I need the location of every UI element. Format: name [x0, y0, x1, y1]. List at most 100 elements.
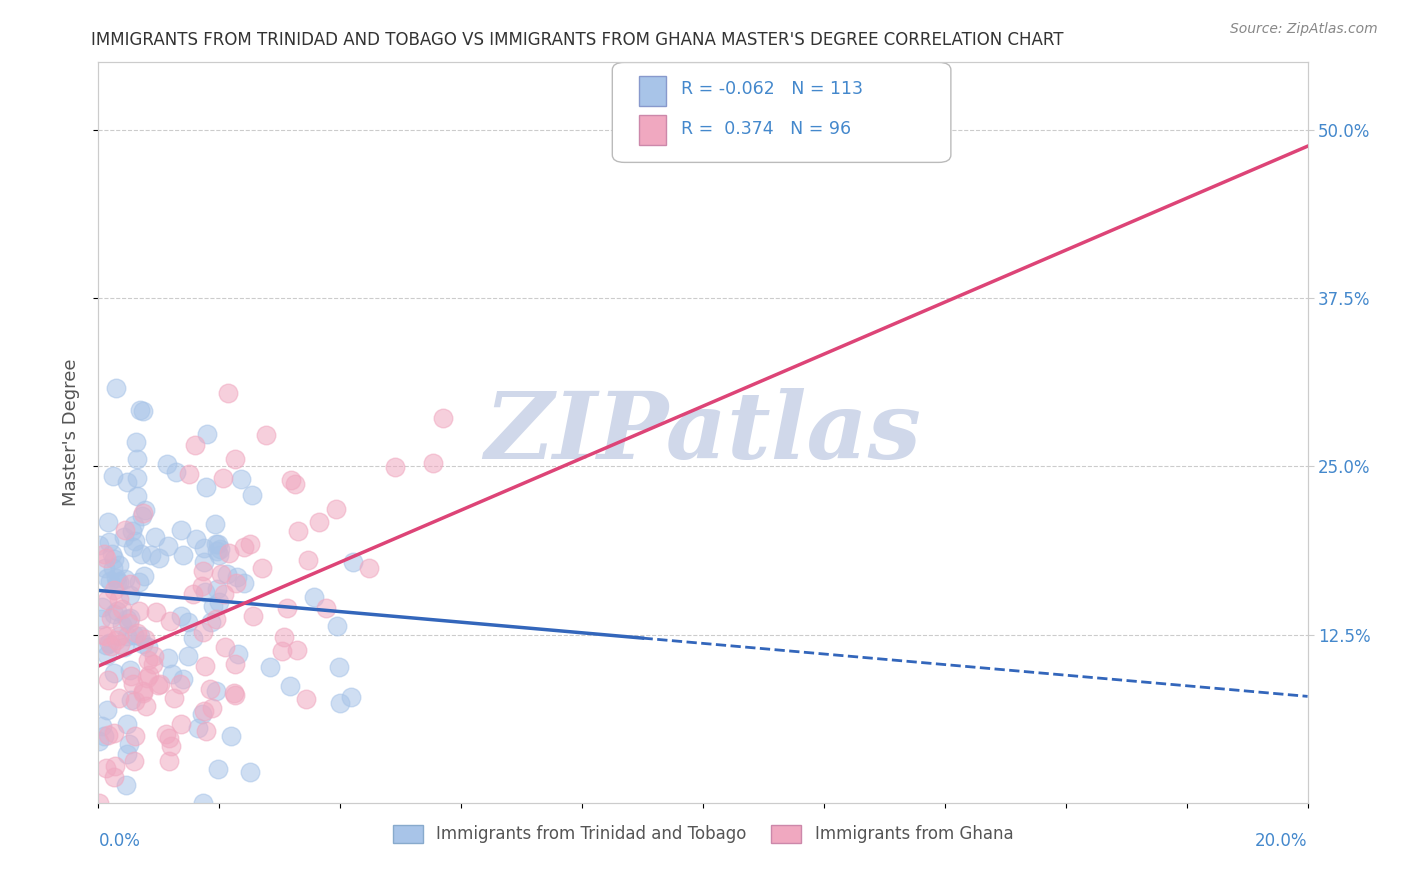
- Point: [239, 765, 262, 780]
- Point: [222, 686, 245, 700]
- Point: [131, 509, 153, 524]
- Point: [96, 551, 118, 566]
- Point: [278, 679, 301, 693]
- Point: [122, 677, 145, 691]
- Point: [186, 532, 208, 546]
- Point: [114, 572, 136, 586]
- Point: [103, 607, 125, 621]
- Point: [110, 637, 132, 651]
- Point: [250, 561, 273, 575]
- Text: R = -0.062   N = 113: R = -0.062 N = 113: [682, 79, 863, 97]
- Point: [114, 778, 136, 792]
- Point: [191, 796, 214, 810]
- Point: [129, 630, 152, 644]
- Point: [169, 523, 191, 537]
- Point: [118, 738, 141, 752]
- Point: [325, 502, 347, 516]
- Point: [138, 667, 160, 681]
- Point: [193, 555, 215, 569]
- Point: [146, 678, 169, 692]
- Point: [108, 592, 131, 607]
- Point: [87, 538, 110, 552]
- Point: [155, 727, 177, 741]
- Point: [115, 475, 138, 490]
- Point: [224, 688, 246, 702]
- Point: [194, 584, 217, 599]
- Point: [201, 599, 224, 613]
- Point: [145, 605, 167, 619]
- Point: [326, 619, 349, 633]
- Point: [134, 632, 156, 647]
- Point: [111, 617, 134, 632]
- Point: [193, 625, 215, 640]
- Point: [148, 551, 170, 566]
- Point: [218, 545, 240, 559]
- Y-axis label: Master's Degree: Master's Degree: [62, 359, 80, 507]
- Point: [207, 544, 229, 558]
- Point: [91, 628, 114, 642]
- Point: [132, 569, 155, 583]
- Point: [103, 583, 125, 598]
- Point: [191, 707, 214, 722]
- Point: [302, 590, 325, 604]
- Point: [115, 612, 138, 626]
- Point: [97, 673, 120, 688]
- Legend: Immigrants from Trinidad and Tobago, Immigrants from Ghana: Immigrants from Trinidad and Tobago, Imm…: [387, 818, 1019, 850]
- Point: [100, 610, 122, 624]
- Point: [148, 677, 170, 691]
- Point: [120, 669, 142, 683]
- Point: [96, 629, 118, 643]
- Point: [114, 523, 136, 537]
- Point: [134, 503, 156, 517]
- Point: [384, 460, 406, 475]
- Point: [359, 561, 381, 575]
- Point: [122, 518, 145, 533]
- Point: [97, 728, 120, 742]
- Point: [120, 693, 142, 707]
- Point: [96, 761, 118, 775]
- Point: [214, 587, 236, 601]
- Point: [270, 644, 292, 658]
- Point: [127, 626, 149, 640]
- Point: [181, 632, 204, 646]
- Text: ZIPatlas: ZIPatlas: [485, 388, 921, 477]
- Point: [276, 601, 298, 615]
- Point: [226, 570, 249, 584]
- Point: [124, 729, 146, 743]
- Point: [100, 639, 122, 653]
- Point: [259, 660, 281, 674]
- Point: [103, 770, 125, 784]
- Point: [94, 560, 117, 574]
- Point: [187, 721, 209, 735]
- Point: [422, 456, 444, 470]
- Point: [103, 469, 125, 483]
- Point: [93, 547, 115, 561]
- Point: [107, 629, 129, 643]
- Point: [205, 612, 228, 626]
- Point: [209, 542, 232, 557]
- Point: [124, 628, 146, 642]
- Point: [211, 567, 233, 582]
- Point: [97, 515, 120, 529]
- Point: [135, 699, 157, 714]
- Text: R =  0.374   N = 96: R = 0.374 N = 96: [682, 120, 852, 138]
- Point: [100, 574, 122, 589]
- Point: [108, 575, 131, 590]
- Point: [207, 537, 229, 551]
- Point: [107, 691, 129, 706]
- Point: [131, 547, 153, 561]
- Point: [136, 671, 159, 685]
- Point: [104, 758, 127, 772]
- Point: [283, 477, 305, 491]
- Point: [115, 629, 138, 643]
- Point: [208, 548, 231, 562]
- Point: [117, 717, 139, 731]
- Point: [111, 601, 134, 615]
- Point: [103, 725, 125, 739]
- Point: [328, 659, 350, 673]
- Point: [96, 703, 118, 717]
- Point: [212, 470, 235, 484]
- Point: [121, 524, 143, 539]
- Point: [121, 540, 143, 554]
- Point: [208, 595, 231, 609]
